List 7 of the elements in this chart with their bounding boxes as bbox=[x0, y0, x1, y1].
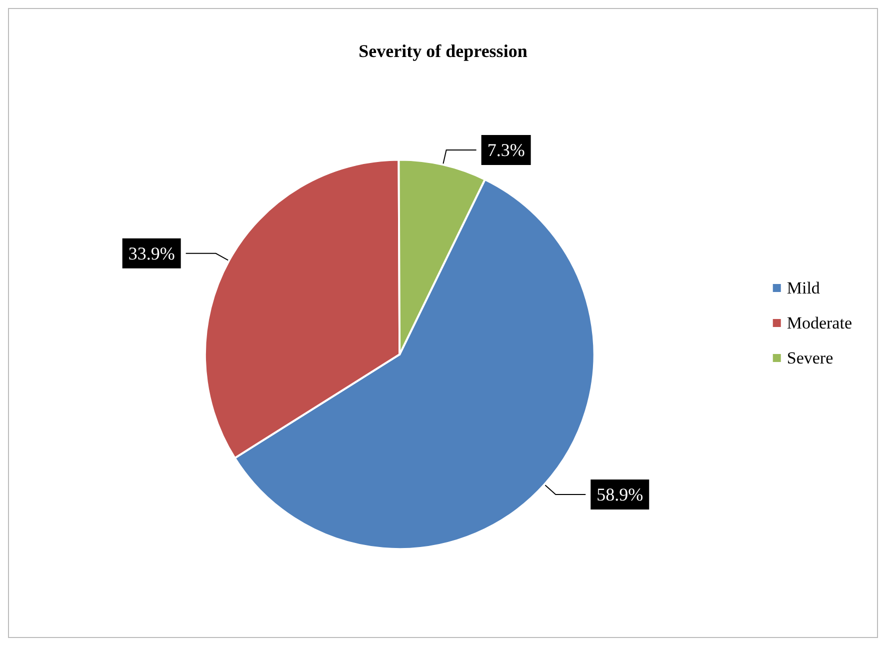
data-label: 58.9% bbox=[596, 484, 644, 504]
chart-title: Severity of depression bbox=[358, 41, 528, 61]
data-label: 7.3% bbox=[487, 140, 525, 160]
legend-label: Mild bbox=[786, 278, 820, 298]
data-label: 33.9% bbox=[128, 243, 175, 264]
legend-label: Moderate bbox=[786, 314, 852, 332]
legend-label: Severe bbox=[786, 348, 834, 368]
